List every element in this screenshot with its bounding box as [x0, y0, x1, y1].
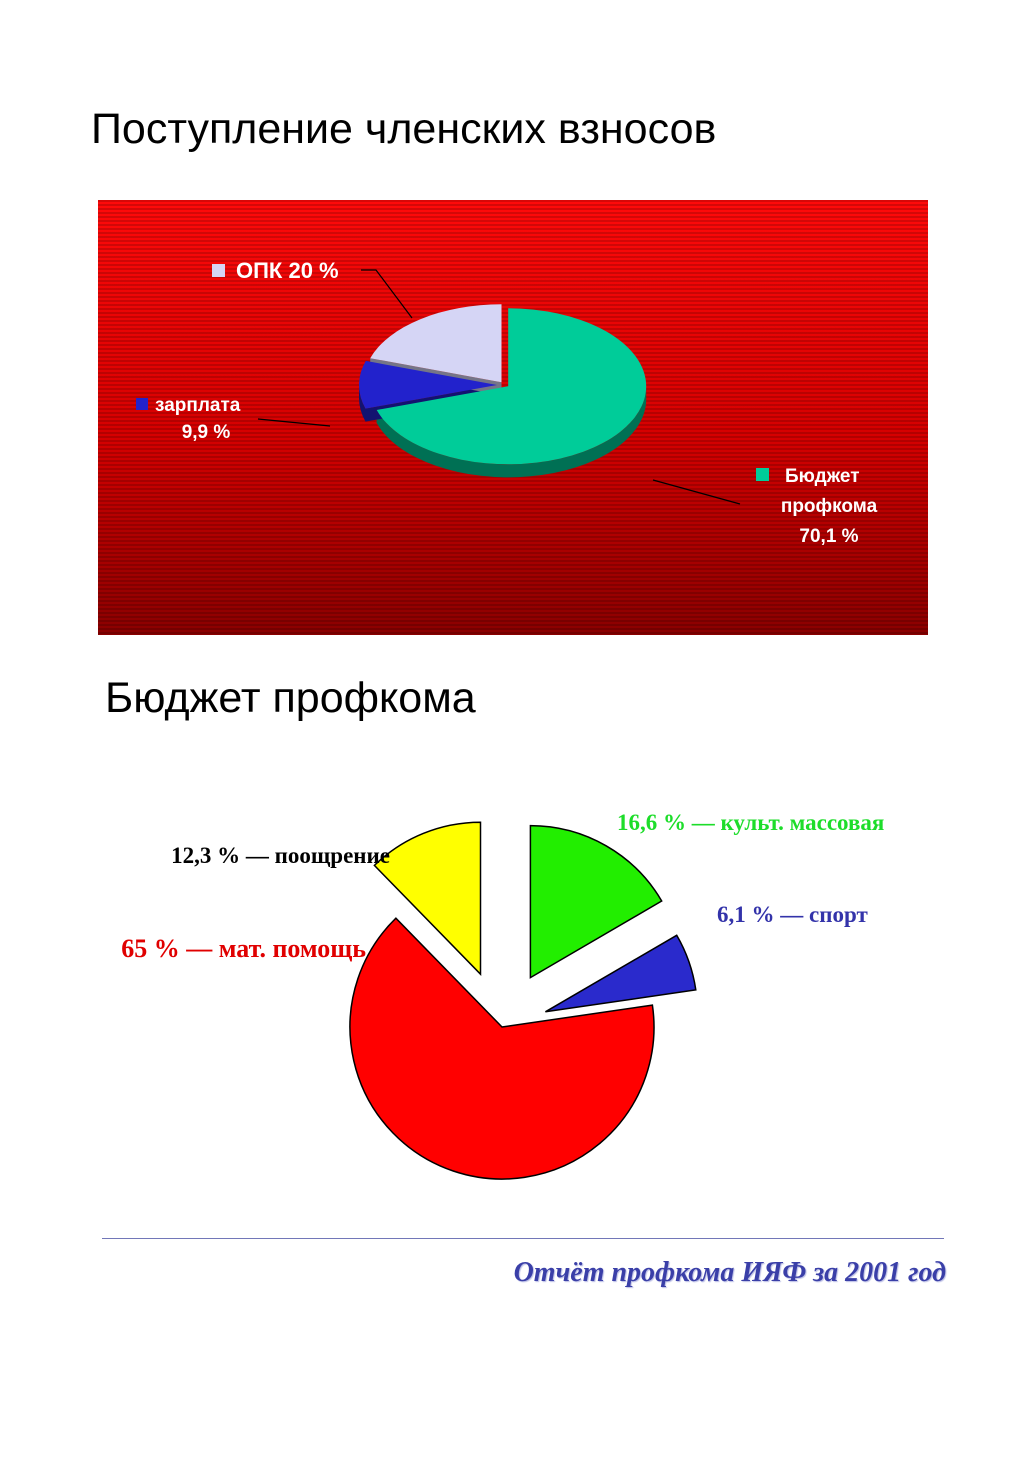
- pie-slice-бюджет-профкома: [376, 308, 647, 465]
- opk-legend-marker: [212, 264, 225, 277]
- pie-slice-зарплата: [359, 360, 497, 409]
- chart1-slices: [359, 304, 647, 478]
- pie-slice-side-зарплата: [359, 385, 366, 422]
- culture-label: 16,6 % — культ. массовая: [617, 810, 884, 835]
- aid-label: 65 % — мат. помощь: [121, 934, 366, 963]
- pie-slice-культ-массовая: [529, 824, 663, 979]
- chart2-title: Бюджет профкома: [105, 674, 476, 722]
- budget-legend-marker: [756, 468, 769, 481]
- chart2-slices: [349, 821, 697, 1180]
- budget-label-line1: Бюджет: [785, 466, 860, 487]
- pie-slice-поощрение: [373, 821, 482, 977]
- salary-legend-marker: [136, 398, 148, 410]
- budget-label-line2: профкома: [781, 496, 878, 517]
- sport-label: 6,1 % — спорт: [717, 902, 868, 927]
- pie-slice-мат-помощь: [349, 917, 655, 1180]
- contributions-pie-chart: ОПК 20 % зарплата 9,9 % Бюджет профкома …: [98, 200, 928, 635]
- salary-label-line2: 9,9 %: [182, 422, 231, 443]
- footer-divider: [102, 1238, 944, 1239]
- pie-slice-опк: [370, 304, 502, 383]
- pie-slice-спорт: [545, 934, 697, 1013]
- salary-label-line1: зарплата: [155, 395, 241, 416]
- opk-label: ОПК 20 %: [236, 258, 339, 283]
- opk-leader-line: [361, 269, 413, 319]
- budget-pie-chart: 16,6 % — культ. массовая 6,1 % — спорт 6…: [121, 810, 884, 1180]
- budget-label-line3: 70,1 %: [799, 526, 858, 547]
- salary-leader-line: [257, 418, 331, 427]
- pie-slice-side-бюджет-профкома: [376, 386, 647, 478]
- reward-label: 12,3 % — поощрение: [171, 843, 390, 868]
- footer-report-title: Отчёт профкома ИЯФ за 2001 год: [513, 1257, 946, 1288]
- chart1-title: Поступление членских взносов: [91, 105, 717, 153]
- budget-leader-line: [652, 479, 741, 505]
